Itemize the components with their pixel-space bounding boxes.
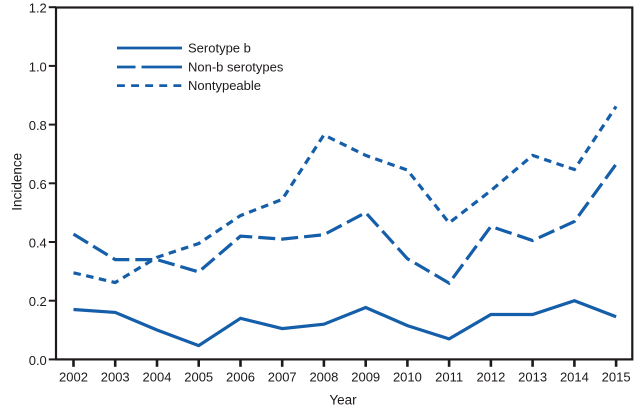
- svg-text:2014: 2014: [560, 370, 589, 385]
- svg-text:0.4: 0.4: [29, 236, 47, 251]
- svg-text:0.6: 0.6: [29, 177, 47, 192]
- svg-text:2006: 2006: [226, 370, 255, 385]
- svg-text:2009: 2009: [351, 370, 380, 385]
- svg-text:2010: 2010: [393, 370, 422, 385]
- svg-text:0.8: 0.8: [29, 118, 47, 133]
- svg-text:2004: 2004: [143, 370, 172, 385]
- svg-text:0.0: 0.0: [29, 353, 47, 368]
- svg-text:2003: 2003: [101, 370, 130, 385]
- svg-text:1.0: 1.0: [29, 59, 47, 74]
- svg-text:Serotype b: Serotype b: [188, 41, 251, 56]
- svg-text:2011: 2011: [435, 370, 463, 385]
- svg-text:1.2: 1.2: [29, 1, 47, 16]
- svg-text:Nontypeable: Nontypeable: [188, 78, 261, 93]
- svg-text:2002: 2002: [59, 370, 88, 385]
- svg-text:2012: 2012: [476, 370, 505, 385]
- svg-text:Non-b serotypes: Non-b serotypes: [188, 60, 284, 75]
- svg-text:2008: 2008: [309, 370, 338, 385]
- svg-text:Incidence: Incidence: [10, 153, 25, 211]
- svg-text:2007: 2007: [268, 370, 297, 385]
- svg-text:2013: 2013: [518, 370, 547, 385]
- svg-text:2005: 2005: [184, 370, 213, 385]
- svg-text:Year: Year: [329, 393, 357, 408]
- svg-text:0.2: 0.2: [29, 294, 47, 309]
- svg-text:2015: 2015: [602, 370, 631, 385]
